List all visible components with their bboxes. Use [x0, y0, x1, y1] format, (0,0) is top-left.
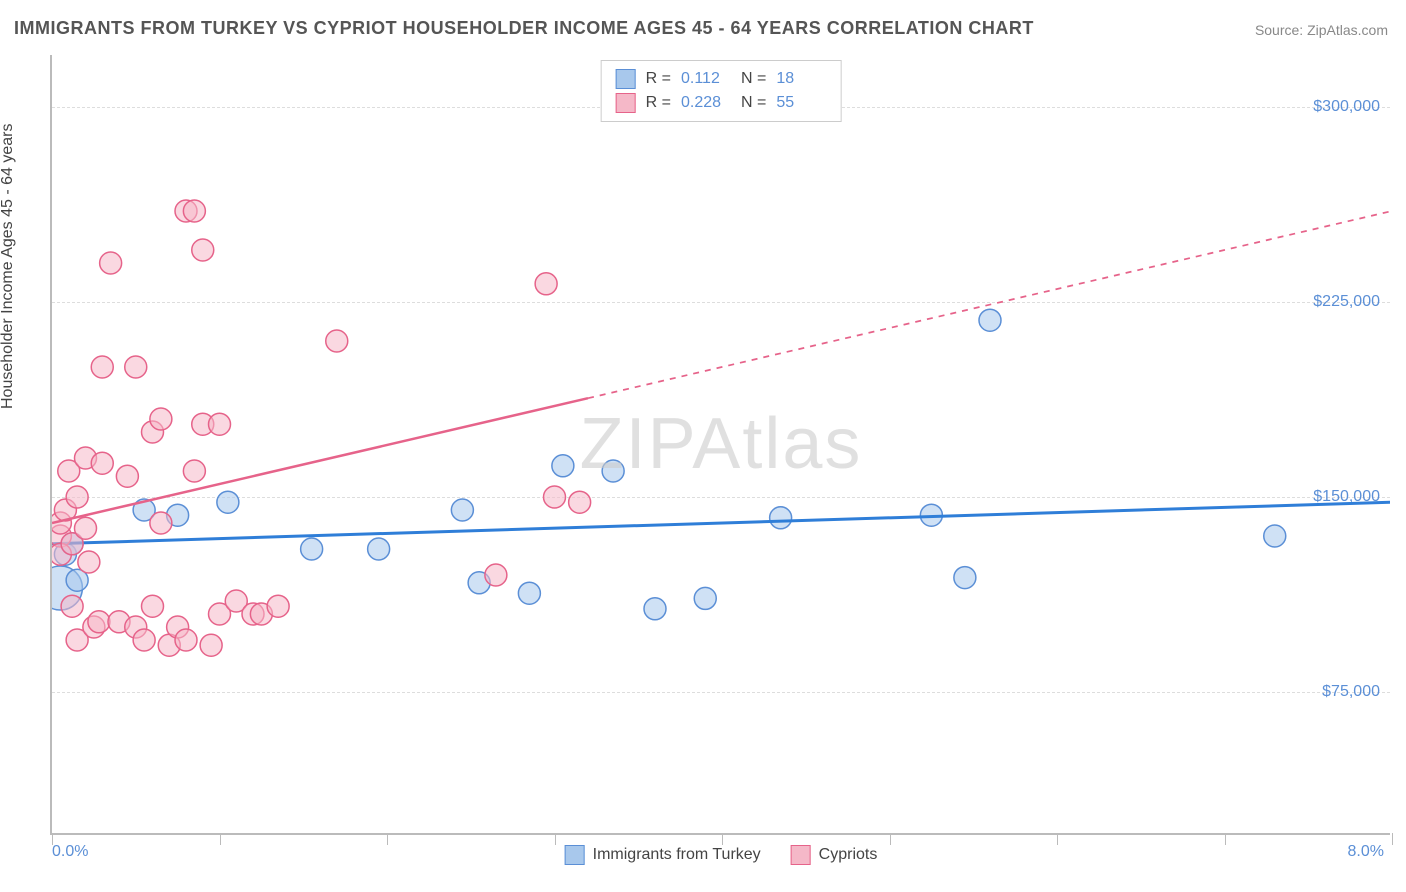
trend-line-dashed [588, 211, 1390, 398]
data-point [535, 273, 557, 295]
data-point [75, 517, 97, 539]
y-axis-label: Householder Income Ages 45 - 64 years [0, 124, 17, 410]
data-point [91, 452, 113, 474]
data-point [694, 587, 716, 609]
x-max-label: 8.0% [1348, 843, 1384, 861]
x-min-label: 0.0% [52, 843, 88, 861]
data-point [954, 567, 976, 589]
legend-series-item: Immigrants from Turkey [565, 845, 761, 865]
r-label: R = [646, 70, 671, 88]
data-point [192, 239, 214, 261]
n-label: N = [741, 94, 766, 112]
data-point [301, 538, 323, 560]
data-point [91, 356, 113, 378]
data-point [200, 634, 222, 656]
legend-stat-row: R = 0.228 N = 55 [616, 91, 827, 115]
data-point [602, 460, 624, 482]
data-point [518, 582, 540, 604]
data-point [979, 309, 1001, 331]
data-point [326, 330, 348, 352]
data-point [267, 595, 289, 617]
source-label: Source: ZipAtlas.com [1255, 22, 1388, 38]
legend-swatch [616, 69, 636, 89]
legend-series-label: Cypriots [819, 846, 878, 864]
data-point [142, 595, 164, 617]
n-value: 55 [776, 94, 826, 112]
data-point [368, 538, 390, 560]
legend-series-label: Immigrants from Turkey [593, 846, 761, 864]
r-value: 0.112 [681, 70, 731, 88]
data-point [183, 200, 205, 222]
data-point [88, 611, 110, 633]
legend-series-item: Cypriots [791, 845, 878, 865]
data-point [175, 629, 197, 651]
data-point [150, 408, 172, 430]
trend-line [52, 398, 588, 523]
legend-swatch [616, 93, 636, 113]
data-point [770, 507, 792, 529]
n-value: 18 [776, 70, 826, 88]
r-label: R = [646, 94, 671, 112]
legend-stats: R = 0.112 N = 18 R = 0.228 N = 55 [601, 60, 842, 122]
data-point [125, 356, 147, 378]
r-value: 0.228 [681, 94, 731, 112]
data-point [150, 512, 172, 534]
data-point [644, 598, 666, 620]
data-point [217, 491, 239, 513]
data-point [552, 455, 574, 477]
x-tick [555, 833, 556, 845]
data-point [61, 595, 83, 617]
data-point [133, 629, 155, 651]
x-tick [1225, 833, 1226, 845]
data-point [569, 491, 591, 513]
data-point [66, 486, 88, 508]
x-tick [1057, 833, 1058, 845]
data-point [183, 460, 205, 482]
data-point [485, 564, 507, 586]
x-tick [1392, 833, 1393, 845]
x-tick [890, 833, 891, 845]
chart-title: IMMIGRANTS FROM TURKEY VS CYPRIOT HOUSEH… [14, 18, 1034, 39]
trend-line [52, 502, 1390, 544]
data-point [116, 465, 138, 487]
legend-stat-row: R = 0.112 N = 18 [616, 67, 827, 91]
legend-swatch [791, 845, 811, 865]
data-point [544, 486, 566, 508]
x-tick [387, 833, 388, 845]
data-point [1264, 525, 1286, 547]
chart-plot-area: R =0.112N =18R =0.228N =55 ZIPAtlas 0.0%… [50, 55, 1390, 835]
n-label: N = [741, 70, 766, 88]
scatter-svg [52, 55, 1390, 833]
x-tick [52, 833, 53, 845]
data-point [209, 413, 231, 435]
legend-swatch [565, 845, 585, 865]
data-point [100, 252, 122, 274]
data-point [451, 499, 473, 521]
x-tick [220, 833, 221, 845]
x-tick [722, 833, 723, 845]
data-point [78, 551, 100, 573]
legend-series: Immigrants from Turkey Cypriots [565, 845, 878, 865]
